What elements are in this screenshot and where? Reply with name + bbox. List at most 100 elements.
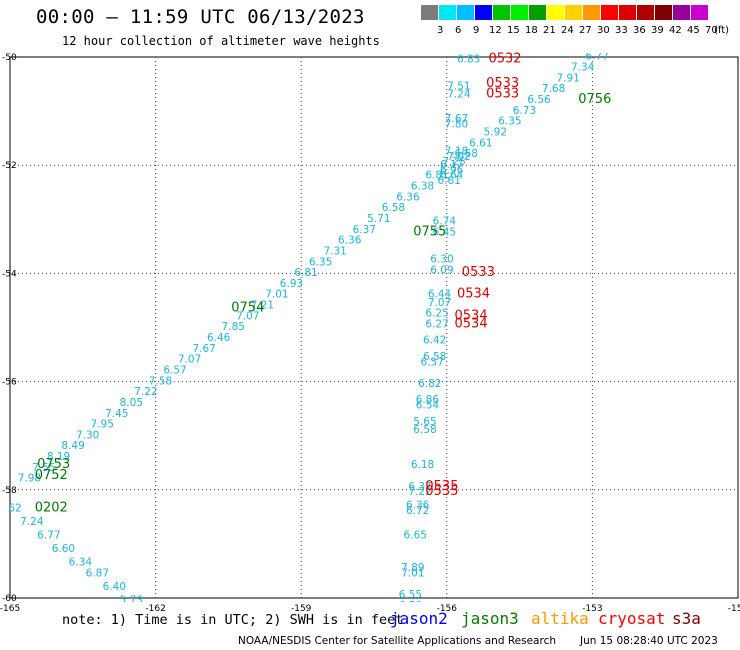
wave-height-value: 6.68 [455,148,478,160]
color-legend-label: 36 [633,25,646,36]
wave-height-value: 6.77 [586,51,609,63]
wave-height-value: 6.73 [513,105,536,117]
pass-time-label: 0533 [486,76,519,91]
wave-height-value: 6.36 [406,500,430,512]
satellite-s3a: s3a [672,609,701,628]
wave-height-value: 6.30 [430,254,453,266]
color-legend-label: 15 [507,25,520,36]
wave-height-value: 7.67 [445,113,468,125]
wave-height-value: 6.57 [421,356,444,368]
wave-height-value: 6.61 [469,137,492,149]
wave-height-value: 7.51 [447,80,470,92]
pass-time-label: 0534 [455,308,488,323]
wave-height-value: 7.02 [447,151,470,163]
color-legend-label: 42 [669,25,682,36]
y-tick-label: -56 [2,378,17,388]
wave-height-value: 7.31 [323,245,346,257]
color-legend-label: 30 [597,25,610,36]
pass-time-label: 0533 [486,87,519,102]
wave-height-value: 7.80 [445,118,468,130]
wave-height-value: 6.56 [527,94,551,106]
wave-height-value: 6.38 [411,181,434,193]
pass-time-label: 0535 [425,479,458,494]
color-swatch [439,5,456,20]
satellite-jason2: jason2 [390,609,448,628]
wave-height-value: 6.45 [433,227,456,239]
wave-height-value: 7.01 [265,289,288,301]
color-swatch [547,5,564,20]
pass-time-label: 0534 [455,317,488,332]
lat-lon-grid [10,57,738,598]
color-legend-label: 6 [455,25,462,36]
color-swatch [457,5,474,20]
wave-height-value: 6.96 [440,164,464,176]
wave-height-value: 5.65 [413,416,436,428]
footnote: note: 1) Time is in UTC; 2) SWH is in fe… [62,612,404,628]
wave-height-value: 6.70 [399,600,422,612]
credit-text: NOAA/NESDIS Center for Satellite Applica… [238,635,556,647]
wave-height-value: 7.91 [556,72,579,84]
wave-height-value: 7.22 [408,486,431,498]
color-legend-label: 24 [561,25,574,36]
wave-height-value: 7.18 [445,145,468,157]
wave-height-value: 6.35 [309,256,332,268]
color-swatch [583,5,600,20]
color-swatch [655,5,672,20]
wave-height-value: 6.58 [423,351,446,363]
wave-height-value: 6.36 [338,235,362,247]
wave-height-value: 6.58 [382,202,405,214]
wave-height-value: 6.83 [457,53,480,65]
color-swatch [565,5,582,20]
color-swatch [511,5,528,20]
color-swatch [709,5,726,20]
wave-height-value: 7.21 [251,300,274,312]
wave-height-value: 6.46 [207,332,231,344]
satellite-altika: altika [531,609,589,628]
generated-timestamp: Jun 15 08:28:40 UTC 2023 [580,635,718,647]
wave-height-value: 6.37 [408,481,431,493]
wave-height-value: 7.07 [236,310,259,322]
x-tick-label: -150 [728,604,740,614]
color-swatch [421,5,438,20]
color-legend-label: 9 [473,25,480,36]
color-legend-unit: (ft) [714,25,730,36]
color-swatch [691,5,708,20]
wave-height-value: 6.54 [416,400,440,412]
pass-time-label: 0533 [462,265,495,280]
wave-height-value: 6.61 [438,175,461,187]
wave-height-value: 6.81 [294,267,317,279]
wave-height-value: 6.57 [163,364,186,376]
wave-height-value: 6.93 [280,278,303,290]
color-legend-label: 70 [705,25,718,36]
pass-time-label: 0532 [488,51,521,66]
color-swatch [601,5,618,20]
pass-time-label: 0755 [413,225,446,240]
color-swatch [619,5,636,20]
color-legend-label: 12 [489,25,502,36]
color-legend-label: 39 [651,25,664,36]
satellite-cryosat: cryosat [598,609,666,628]
x-tick-label: -162 [145,604,165,614]
wave-height-value: 6.36 [396,191,420,203]
wave-height-value: 6.62 [644,7,667,19]
wave-height-value: 7.68 [542,83,565,95]
wave-height-value: 6.29 [615,29,638,41]
map-frame [9,56,739,599]
wave-height-value: 7.95 [91,419,114,431]
pass-time-label: 0202 [35,500,68,515]
wave-height-value: 6.42 [423,335,446,347]
wave-height-value: 6.17 [440,159,463,171]
wave-height-value: 7.24 [447,89,471,101]
satellite-jason3: jason3 [461,609,519,628]
map-subtitle: 12 hour collection of altimeter wave hei… [62,34,380,48]
wave-height-value: 6.96 [658,0,682,9]
wave-height-value: 5.71 [367,213,390,225]
wave-height-value: 7.98 [18,473,41,485]
wave-height-value: 6.09 [430,264,453,276]
wave-height-value: 7.34 [571,62,595,74]
wave-height-value: 7.67 [192,343,215,355]
color-legend-label: 21 [543,25,556,36]
wave-height-value: 7.07 [428,297,451,309]
